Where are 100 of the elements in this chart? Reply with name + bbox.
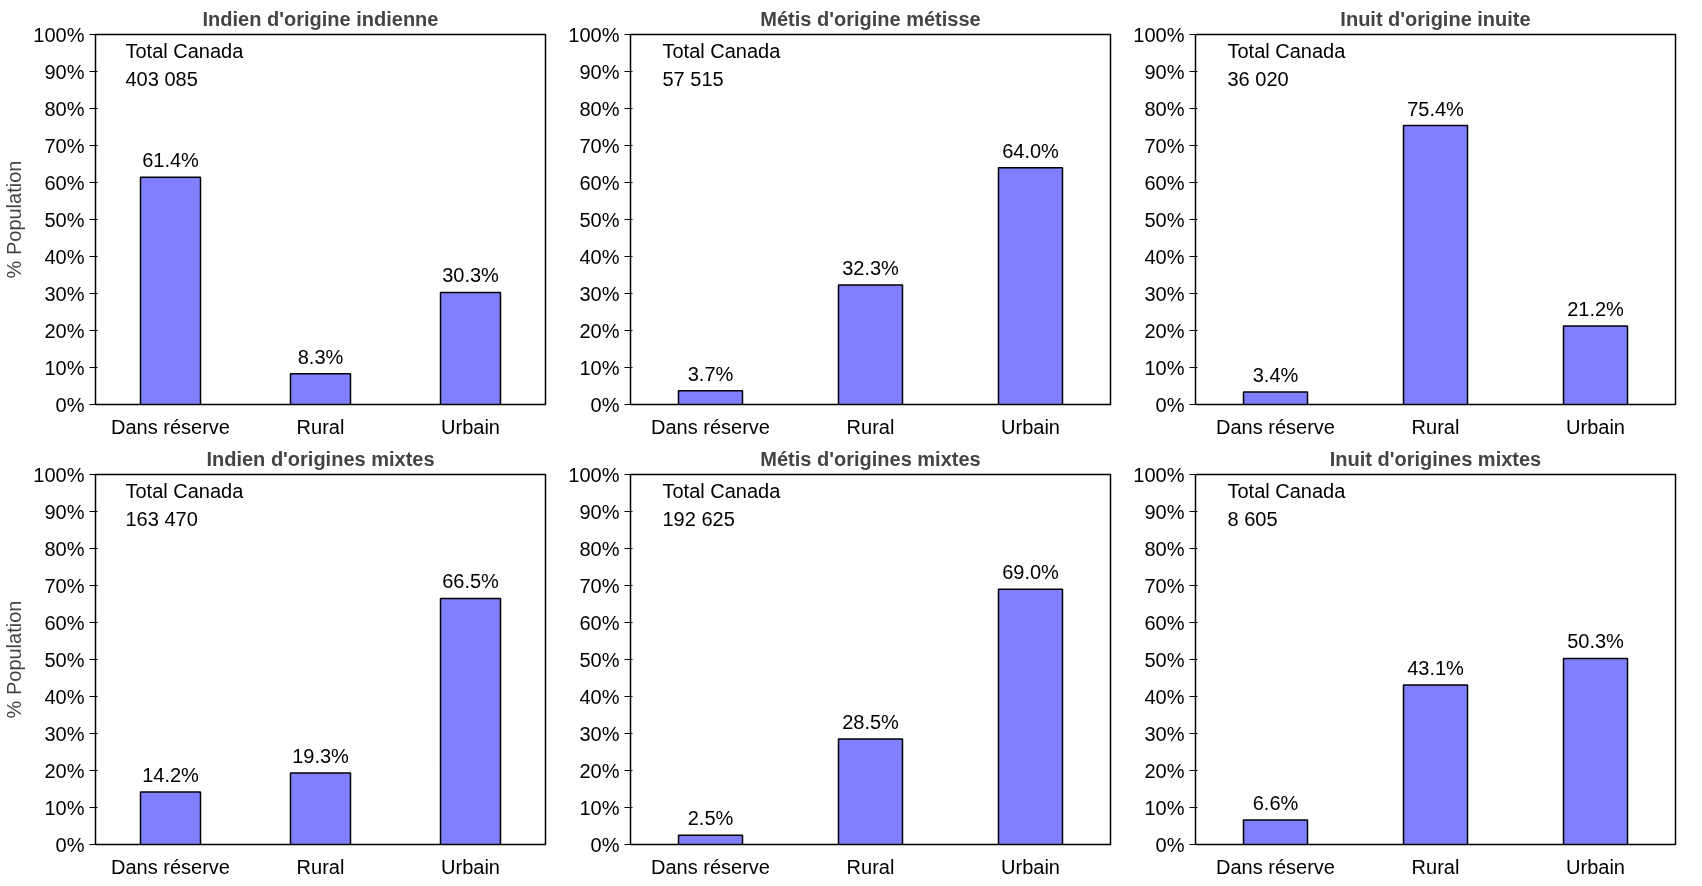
y-tick-label: 50% [1144,208,1185,231]
y-tick-label: 20% [44,759,85,782]
data-label: 14.2% [142,763,200,786]
y-tick-label: 90% [1144,60,1185,83]
y-tick-label: 30% [1144,722,1185,745]
data-label: 8.3% [297,345,344,368]
y-tick-label: 60% [44,171,85,194]
y-tick-label: 100% [33,23,85,46]
y-tick-label: 10% [44,356,85,379]
y-tick-label: 50% [1144,648,1185,671]
y-tick-label: 60% [579,171,620,194]
x-tick-label: Rural [296,415,345,438]
y-tick-label: 100% [1133,463,1185,486]
y-tick-label: 90% [1144,500,1185,523]
data-label: 3.7% [687,362,734,385]
annotation: Total Canada [1227,480,1347,503]
y-tick-label: 10% [44,796,85,819]
y-tick-label: 40% [579,685,620,708]
annotation: Total Canada [125,480,245,503]
x-tick-label: Urbain [1001,415,1060,438]
y-tick-label: 60% [44,611,85,634]
data-label: 2.5% [687,807,734,830]
y-tick-label: 60% [1144,611,1185,634]
annotation: 57 515 [662,68,724,91]
y-tick-label: 90% [579,500,620,523]
data-label: 43.1% [1407,657,1465,680]
annotation: Total Canada [662,40,782,63]
x-tick-label: Rural [1411,855,1460,878]
x-tick-label: Dans réserve [111,855,230,878]
data-label: 66.5% [442,570,500,593]
x-tick-label: Rural [846,855,895,878]
y-tick-label: 90% [44,60,85,83]
y-tick-label: 0% [1155,833,1185,856]
y-tick-label: 20% [579,759,620,782]
y-tick-label: 20% [579,319,620,342]
x-tick-label: Rural [846,415,895,438]
data-label: 28.5% [842,711,900,734]
annotation: 163 470 [125,508,198,531]
y-tick-label: 40% [44,685,85,708]
y-tick-label: 50% [44,208,85,231]
y-tick-label: 90% [44,500,85,523]
data-label: 30.3% [442,264,500,287]
x-tick-label: Urbain [1566,415,1625,438]
y-tick-label: 30% [44,722,85,745]
chart-title: Métis d'origine métisse [760,7,981,30]
x-tick-label: Urbain [1566,855,1625,878]
y-axis-title: % Population [3,160,26,279]
chart-title: Métis d'origines mixtes [760,447,981,470]
annotation: 192 625 [662,508,735,531]
y-tick-label: 80% [44,537,85,560]
y-tick-label: 70% [1144,134,1185,157]
y-tick-label: 50% [44,648,85,671]
data-label: 3.4% [1252,363,1299,386]
annotation: Total Canada [662,480,782,503]
y-tick-label: 50% [579,648,620,671]
y-tick-label: 0% [55,393,85,416]
annotation: 8 605 [1227,508,1278,531]
y-tick-label: 10% [1144,796,1185,819]
y-tick-label: 0% [590,833,620,856]
y-tick-label: 80% [44,97,85,120]
x-tick-label: Urbain [441,415,500,438]
y-tick-label: 30% [44,282,85,305]
y-tick-label: 0% [55,833,85,856]
x-tick-label: Rural [1411,415,1460,438]
data-label: 69.0% [1002,561,1060,584]
x-tick-label: Dans réserve [1216,855,1335,878]
y-tick-label: 100% [33,463,85,486]
y-tick-label: 0% [1155,393,1185,416]
y-tick-label: 90% [579,60,620,83]
y-tick-label: 10% [579,356,620,379]
annotation: Total Canada [125,40,245,63]
data-label: 6.6% [1252,792,1299,815]
y-tick-label: 100% [1133,23,1185,46]
data-label: 19.3% [292,745,350,768]
y-tick-label: 20% [1144,759,1185,782]
chart-title: Inuit d'origine inuite [1340,7,1531,30]
y-tick-label: 70% [579,134,620,157]
y-tick-label: 10% [579,796,620,819]
y-tick-label: 70% [1144,574,1185,597]
data-label: 61.4% [142,149,200,172]
y-tick-label: 100% [568,463,620,486]
data-label: 64.0% [1002,139,1060,162]
chart-title: Inuit d'origines mixtes [1329,447,1542,470]
annotation: 36 020 [1227,68,1289,91]
y-tick-label: 40% [1144,685,1185,708]
x-tick-label: Dans réserve [651,855,770,878]
y-tick-label: 100% [568,23,620,46]
y-tick-label: 70% [44,134,85,157]
y-tick-label: 80% [579,537,620,560]
x-tick-label: Dans réserve [651,415,770,438]
y-tick-label: 80% [1144,537,1185,560]
y-tick-label: 80% [1144,97,1185,120]
chart-title: Indien d'origines mixtes [206,447,435,470]
y-tick-label: 40% [579,245,620,268]
y-tick-label: 40% [1144,245,1185,268]
y-tick-label: 30% [1144,282,1185,305]
y-tick-label: 70% [44,574,85,597]
x-tick-label: Rural [296,855,345,878]
y-tick-label: 60% [1144,171,1185,194]
y-tick-label: 20% [1144,319,1185,342]
